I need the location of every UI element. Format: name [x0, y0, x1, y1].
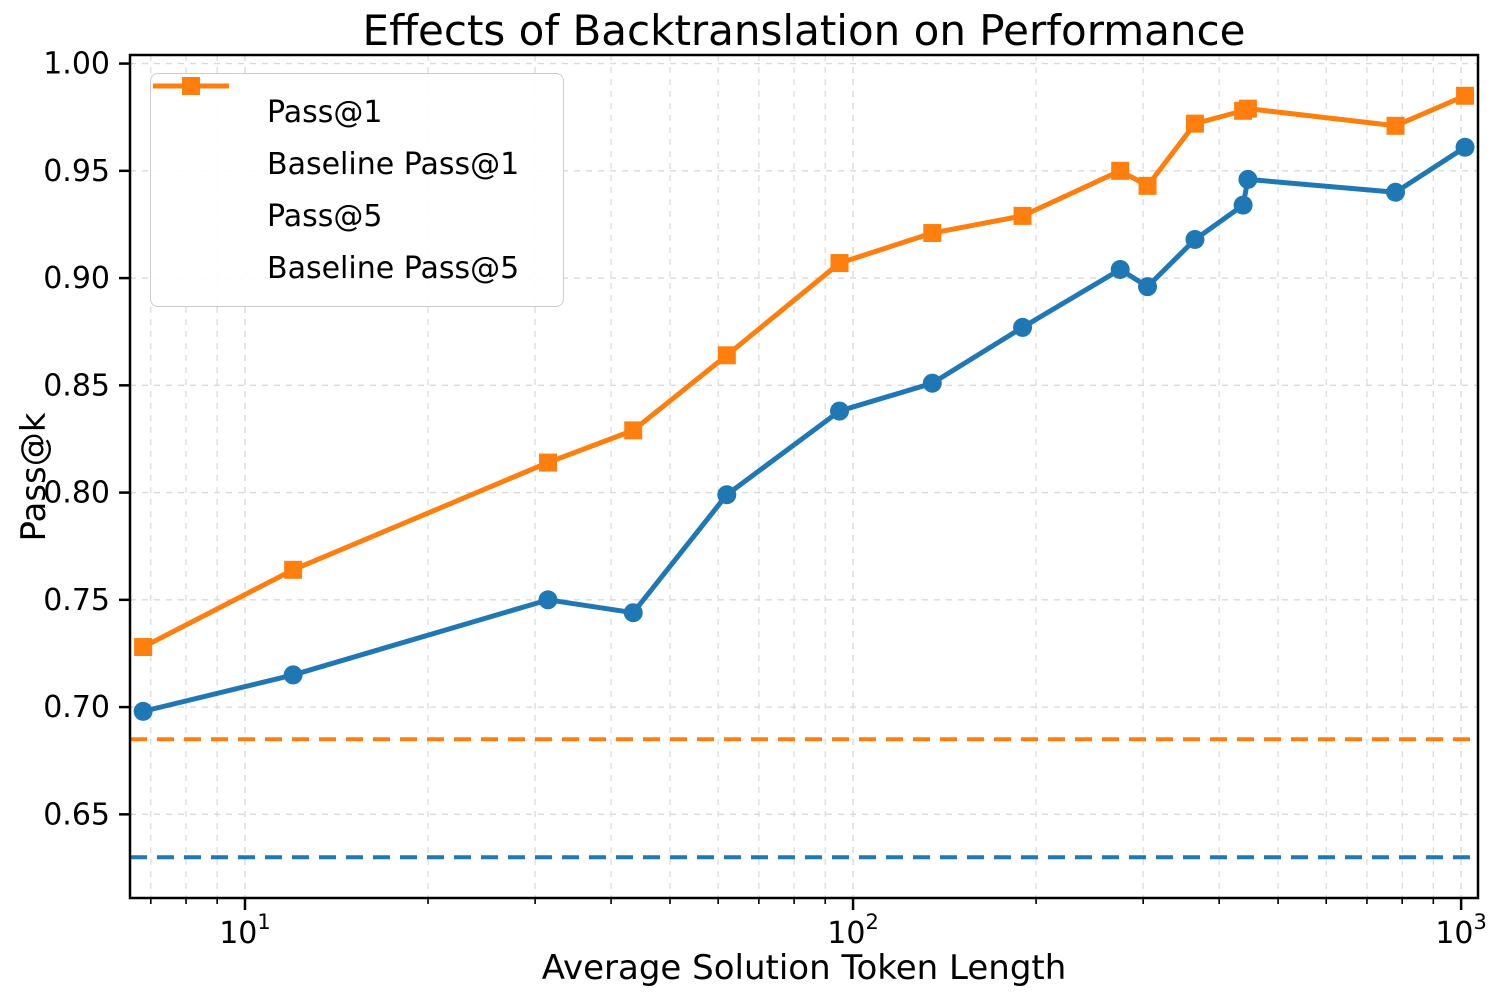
data-point-circle [1386, 182, 1406, 202]
y-tick-label: 0.85 [43, 368, 110, 403]
data-point-square [134, 638, 153, 657]
square-marker-icon [182, 77, 200, 95]
data-point-circle [623, 603, 643, 623]
x-tick-label: 103 [1435, 910, 1487, 951]
legend-label: Pass@1 [267, 94, 383, 130]
data-point-square [923, 224, 942, 243]
x-axis-label: Average Solution Token Length [541, 948, 1067, 988]
legend-line-square-sample [153, 77, 245, 228]
legend-label: Pass@5 [267, 198, 383, 234]
data-point-circle [538, 590, 558, 610]
data-point-circle [1013, 317, 1033, 337]
y-tick-label: 0.70 [43, 690, 110, 725]
plot-border [128, 53, 1480, 900]
legend-label: Baseline Pass@1 [267, 146, 520, 182]
data-point-square [1185, 114, 1204, 133]
data-point-square [284, 560, 303, 579]
y-tick-label: 0.95 [43, 154, 110, 189]
legend-line-circle-sample [153, 77, 245, 124]
data-point-square [1238, 99, 1257, 118]
legend: Pass@1 Baseline Pass@1 Pass@5 Baseline Pass… [150, 73, 564, 307]
data-point-square [1386, 116, 1405, 135]
y-tick-label: 0.75 [43, 583, 110, 618]
data-point-circle [133, 701, 153, 721]
data-point-square [538, 453, 557, 472]
data-point-circle [1110, 260, 1130, 280]
data-point-square [1013, 206, 1032, 225]
legend-label: Baseline Pass@5 [267, 250, 520, 286]
data-point-circle [1185, 229, 1205, 249]
data-point-circle [1455, 137, 1475, 157]
x-tick-label: 102 [827, 910, 879, 951]
y-tick-label: 1.00 [43, 47, 110, 82]
legend-sample-glyph [153, 83, 229, 89]
y-axis-label: Pass@k [14, 412, 54, 542]
data-point-square [1111, 161, 1130, 180]
data-point-square [830, 254, 849, 273]
data-point-square [624, 421, 643, 440]
legend-dashed-line-sample [153, 83, 245, 176]
chart-title: Effects of Backtranslation on Performanc… [362, 6, 1246, 55]
data-point-circle [1233, 195, 1253, 215]
y-tick-label: 0.90 [43, 261, 110, 296]
data-point-circle [1238, 169, 1258, 189]
data-point-circle [1138, 277, 1158, 297]
data-point-square [717, 346, 736, 365]
x-tick-label: 101 [219, 910, 271, 951]
legend-item: Baseline Pass@1 [153, 83, 545, 190]
legend-item: Baseline Pass@5 [153, 83, 545, 294]
y-tick-label: 0.80 [43, 476, 110, 511]
legend-dashed-line-sample [153, 83, 245, 280]
data-point-circle [717, 485, 737, 505]
y-tick-label: 0.65 [43, 797, 110, 832]
data-point-circle [830, 401, 850, 421]
data-point-circle [283, 665, 303, 685]
data-point-square [1138, 176, 1157, 195]
data-point-square [1456, 86, 1475, 105]
legend-item: Pass@5 [153, 77, 545, 242]
data-point-circle [922, 373, 942, 393]
